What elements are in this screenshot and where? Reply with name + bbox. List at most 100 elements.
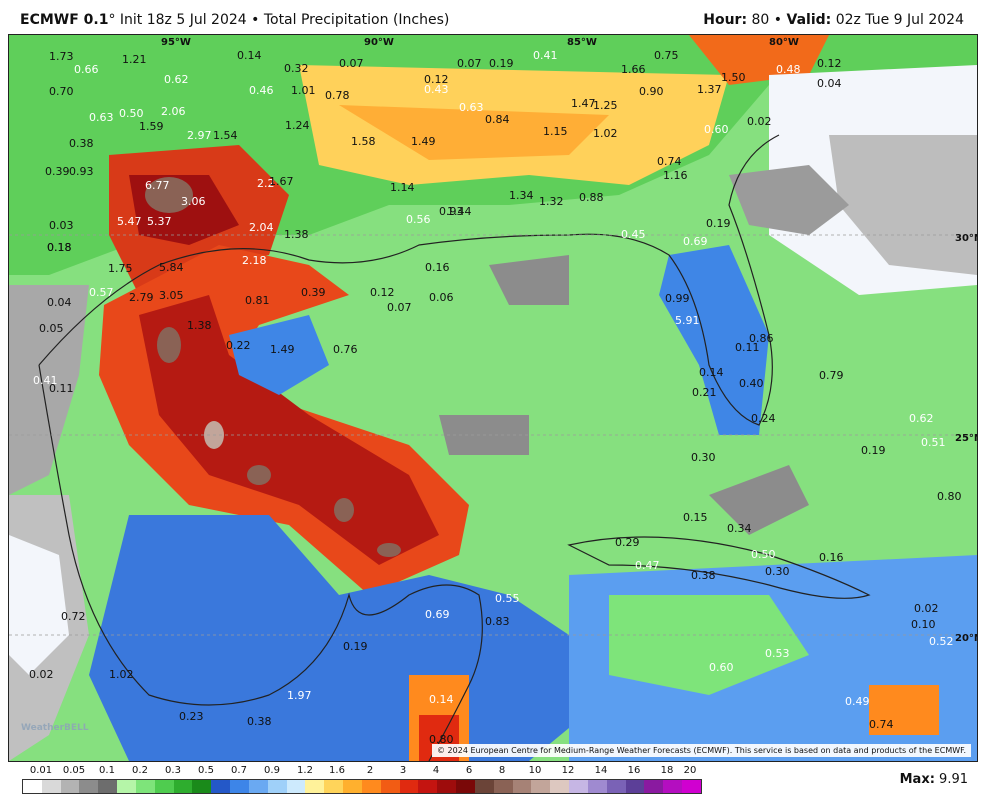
precip-value: 1.73 — [49, 50, 74, 63]
precip-value: 2.18 — [242, 254, 267, 267]
legend-swatch — [117, 780, 136, 793]
precip-value: 0.93 — [439, 205, 464, 218]
precip-value: 0.12 — [424, 73, 449, 86]
legend-swatch — [267, 780, 287, 793]
precip-value: 0.22 — [226, 339, 251, 352]
max-label: Max: — [899, 772, 935, 787]
legend-label: 0.3 — [165, 765, 181, 776]
legend-label: 16 — [627, 765, 641, 776]
precip-value: 1.59 — [139, 120, 164, 133]
legend-label: 0.2 — [132, 765, 148, 776]
precip-value: 0.34 — [727, 522, 752, 535]
precip-value: 0.69 — [425, 608, 450, 621]
precip-value: 2.97 — [187, 129, 212, 142]
precip-value: 0.19 — [489, 57, 514, 70]
degree-symbol: ° — [108, 12, 116, 28]
gulf-coastline — [38, 134, 780, 426]
precip-value: 0.15 — [683, 511, 708, 524]
legend-label: 4 — [432, 765, 440, 776]
precip-value: 0.99 — [665, 292, 690, 305]
precip-value: 0.52 — [929, 635, 954, 648]
hour-label: Hour: — [703, 12, 748, 28]
precip-value: 1.97 — [287, 689, 312, 702]
legend-label: 1.6 — [329, 765, 345, 776]
legend-label: 14 — [594, 765, 608, 776]
precip-value: 0.80 — [429, 733, 454, 746]
precip-value: 0.04 — [817, 77, 842, 90]
precip-value: 0.38 — [69, 137, 94, 150]
precip-value: 1.38 — [187, 319, 212, 332]
legend-swatch — [512, 780, 532, 793]
precip-value: 0.66 — [74, 63, 99, 76]
precip-value: 0.38 — [691, 569, 716, 582]
precip-value: 0.05 — [39, 322, 64, 335]
precip-value: 0.56 — [406, 213, 431, 226]
precip-value: 5.91 — [675, 314, 700, 327]
legend-label: 0.9 — [264, 765, 280, 776]
precip-value: 1.02 — [593, 127, 618, 140]
precip-value: 0.10 — [911, 618, 936, 631]
precip-value: 0.46 — [249, 84, 274, 97]
precip-value: 2.2 — [257, 177, 275, 190]
precip-value: 1.38 — [284, 228, 309, 241]
legend-swatch — [418, 780, 438, 793]
max-number: 9.91 — [939, 772, 968, 787]
graticule-label: 80°W — [769, 37, 799, 48]
legend-swatch — [79, 780, 99, 793]
model-name: ECMWF 0.1 — [20, 12, 109, 28]
legend-swatch — [550, 780, 570, 793]
precip-value: 0.18 — [47, 241, 72, 254]
legend-swatch — [41, 780, 61, 793]
precip-value: 0.50 — [751, 548, 776, 561]
precip-value: 0.16 — [425, 261, 450, 274]
precip-value: 3.05 — [159, 289, 184, 302]
legend-swatch — [474, 780, 494, 793]
legend-label: 2 — [366, 765, 374, 776]
legend-swatch — [625, 780, 645, 793]
precip-value: 0.75 — [654, 49, 679, 62]
legend-label: 8 — [498, 765, 506, 776]
rain-band-north-core — [339, 105, 609, 160]
precip-value: 1.54 — [213, 129, 238, 142]
legend-label: 0.05 — [62, 765, 86, 776]
precip-value: 0.60 — [704, 123, 729, 136]
graticule-label: 90°W — [364, 37, 394, 48]
legend-label: 3 — [399, 765, 407, 776]
precip-value: 0.47 — [635, 559, 660, 572]
legend-swatch — [663, 780, 682, 793]
legend-swatch — [286, 780, 306, 793]
rain-texas-max — [145, 177, 193, 213]
precip-value: 5.84 — [159, 261, 184, 274]
precip-value: 0.55 — [495, 592, 520, 605]
precip-value: 5.47 — [117, 215, 142, 228]
legend-swatch — [211, 780, 231, 793]
legend-label: 1.2 — [297, 765, 313, 776]
precip-value: 0.30 — [691, 451, 716, 464]
rain-swath-max-5 — [377, 543, 401, 557]
green-caribbean — [609, 595, 809, 695]
legend-swatch — [60, 780, 80, 793]
precip-value: 0.81 — [245, 294, 270, 307]
precip-value: 0.19 — [706, 217, 731, 230]
precip-value: 0.12 — [817, 57, 842, 70]
precip-value: 2.04 — [249, 221, 274, 234]
precip-value: 0.14 — [699, 366, 724, 379]
gray-atlantic-2 — [729, 165, 849, 235]
rain-hispaniola — [869, 685, 939, 735]
precip-value: 0.19 — [861, 444, 886, 457]
precip-value: 0.30 — [765, 565, 790, 578]
gray-gulf-3 — [709, 465, 809, 535]
precip-value: 1.44 — [447, 205, 472, 218]
max-value: Max: 9.91 — [900, 772, 968, 787]
legend-swatch — [173, 780, 193, 793]
precip-value: 0.80 — [937, 490, 962, 503]
precip-value: 0.39 — [45, 165, 70, 178]
precip-value: 1.14 — [390, 181, 415, 194]
legend-swatch — [305, 780, 325, 793]
precip-value: 1.25 — [593, 99, 618, 112]
graticule — [9, 234, 977, 636]
precip-value: 0.74 — [657, 155, 682, 168]
legend-colorbar — [22, 779, 702, 794]
legend-label: 0.7 — [231, 765, 247, 776]
valid-value: 02z Tue 9 Jul 2024 — [835, 12, 964, 28]
